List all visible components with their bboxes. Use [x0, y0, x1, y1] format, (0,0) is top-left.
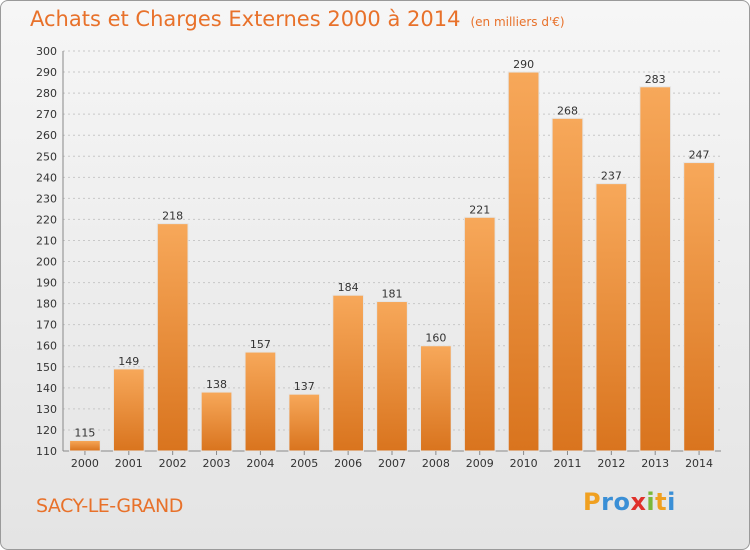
- bar-2003[interactable]: [200, 391, 233, 452]
- y-tick-label: 300: [36, 45, 57, 58]
- y-tick-label: 220: [36, 213, 57, 226]
- data-label: 157: [250, 338, 271, 351]
- y-tick-label: 180: [36, 298, 57, 311]
- logo-letter: i: [667, 488, 676, 516]
- y-tick-labels: 110 120 130 140 150 160 170 180 190 200 210 220 230 2…: [36, 45, 57, 458]
- x-tick-label: 2013: [641, 457, 669, 470]
- x-tick-label: 2003: [203, 457, 231, 470]
- y-tick-label: 160: [36, 340, 57, 353]
- data-label: 181: [382, 288, 403, 301]
- x-tick-labels: 2000 2001 2002 2003 2004 2005 2006 2007 2008 2009…: [71, 451, 713, 470]
- y-tick-label: 190: [36, 277, 57, 290]
- bar-2009[interactable]: [463, 216, 496, 452]
- bar-2006[interactable]: [332, 294, 364, 452]
- y-tick-label: 270: [36, 108, 57, 121]
- data-label: 290: [513, 58, 534, 71]
- logo-letter: o: [613, 488, 631, 516]
- y-tick-label: 130: [36, 403, 57, 416]
- bar-2008[interactable]: [420, 345, 452, 452]
- bar-2001[interactable]: [112, 368, 145, 452]
- y-tick-label: 230: [36, 192, 57, 205]
- x-tick-label: 2009: [466, 457, 494, 470]
- y-tick-label: 170: [36, 319, 57, 332]
- logo-letter: t: [655, 488, 668, 516]
- proxiti-logo[interactable]: Proxiti: [583, 488, 676, 516]
- logo-letter: i: [646, 488, 656, 516]
- x-tick-label: 2005: [290, 457, 318, 470]
- data-label: 115: [74, 426, 95, 439]
- y-tick-label: 110: [36, 445, 57, 458]
- y-tick-label: 150: [36, 361, 57, 374]
- bar-2013[interactable]: [639, 86, 672, 452]
- data-label: 138: [206, 378, 227, 391]
- x-tick-label: 2006: [334, 457, 362, 470]
- data-label: 268: [557, 104, 578, 117]
- x-tick-label: 2014: [685, 457, 713, 470]
- data-label: 137: [294, 380, 315, 393]
- y-tick-label: 120: [36, 424, 57, 437]
- chart-title: Achats et Charges Externes 2000 à 2014 (e…: [30, 7, 565, 31]
- y-tick-label: 210: [36, 234, 57, 247]
- data-labels: 115 149 218 138 157 137 184 181 160 221 290 268 237 2…: [74, 58, 709, 439]
- x-tick-label: 2012: [597, 457, 625, 470]
- chart-title-text: Achats et Charges Externes 2000 à 2014: [30, 7, 461, 31]
- y-tick-label: 250: [36, 150, 57, 163]
- x-tick-label: 2000: [71, 457, 99, 470]
- bar-2004[interactable]: [244, 351, 277, 452]
- data-label: 184: [338, 281, 359, 294]
- bar-2012[interactable]: [595, 183, 628, 452]
- y-tick-label: 140: [36, 382, 57, 395]
- logo-letter: r: [601, 488, 614, 516]
- x-tick-label: 2011: [553, 457, 581, 470]
- x-tick-label: 2004: [246, 457, 274, 470]
- bar-2007[interactable]: [376, 301, 408, 452]
- data-label: 218: [162, 210, 183, 223]
- data-label: 160: [425, 332, 446, 345]
- y-tick-label: 200: [36, 256, 57, 269]
- bar-2005[interactable]: [288, 393, 321, 452]
- data-label: 283: [645, 73, 666, 86]
- x-tick-label: 2007: [378, 457, 406, 470]
- y-tick-label: 260: [36, 129, 57, 142]
- x-tick-label: 2008: [422, 457, 450, 470]
- y-tick-label: 280: [36, 87, 57, 100]
- data-label: 221: [469, 203, 490, 216]
- y-tick-label: 240: [36, 171, 57, 184]
- y-tick-label: 290: [36, 66, 57, 79]
- bar-2011[interactable]: [551, 117, 584, 452]
- commune-name: SACY-LE-GRAND: [36, 495, 183, 517]
- data-label: 237: [601, 170, 622, 183]
- x-tick-label: 2010: [510, 457, 538, 470]
- bar-2002[interactable]: [156, 223, 189, 452]
- x-tick-label: 2002: [159, 457, 187, 470]
- bar-2010[interactable]: [507, 71, 540, 452]
- data-label: 149: [118, 355, 139, 368]
- bar-2014[interactable]: [683, 162, 715, 452]
- bar-2000[interactable]: [69, 439, 101, 452]
- bars: [69, 71, 715, 452]
- chart-unit: (en milliers d'€): [470, 15, 565, 29]
- data-label: 247: [689, 149, 710, 162]
- logo-letter: P: [583, 488, 602, 516]
- x-tick-label: 2001: [115, 457, 143, 470]
- logo-letter: x: [630, 488, 647, 516]
